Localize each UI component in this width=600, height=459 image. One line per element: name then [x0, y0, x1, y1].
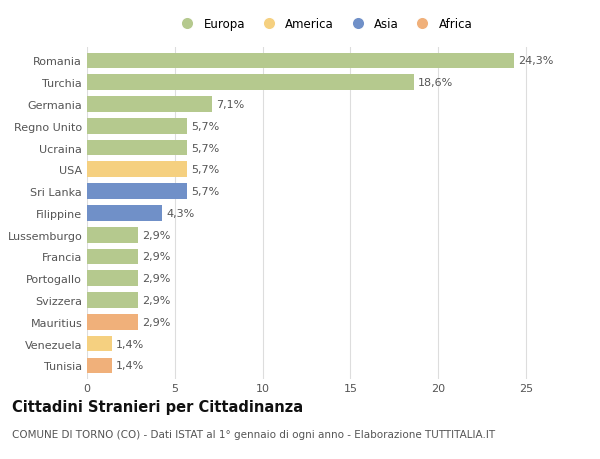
Text: 1,4%: 1,4% [116, 361, 144, 370]
Bar [87, 118, 187, 134]
Text: 2,9%: 2,9% [142, 296, 170, 305]
Bar [87, 249, 138, 265]
Text: 2,9%: 2,9% [142, 230, 170, 240]
Text: 18,6%: 18,6% [418, 78, 453, 88]
Bar [87, 75, 413, 91]
Text: 2,9%: 2,9% [142, 252, 170, 262]
Bar [87, 184, 187, 200]
Text: 2,9%: 2,9% [142, 317, 170, 327]
Bar [87, 140, 187, 156]
Text: Cittadini Stranieri per Cittadinanza: Cittadini Stranieri per Cittadinanza [12, 399, 303, 414]
Text: 24,3%: 24,3% [518, 56, 553, 66]
Bar [87, 314, 138, 330]
Bar [87, 53, 514, 69]
Text: 1,4%: 1,4% [116, 339, 144, 349]
Bar [87, 292, 138, 308]
Text: COMUNE DI TORNO (CO) - Dati ISTAT al 1° gennaio di ogni anno - Elaborazione TUTT: COMUNE DI TORNO (CO) - Dati ISTAT al 1° … [12, 429, 495, 439]
Text: 5,7%: 5,7% [191, 143, 220, 153]
Bar [87, 358, 112, 374]
Text: 5,7%: 5,7% [191, 165, 220, 175]
Text: 2,9%: 2,9% [142, 274, 170, 284]
Text: 7,1%: 7,1% [216, 100, 244, 110]
Bar [87, 162, 187, 178]
Text: 4,3%: 4,3% [167, 208, 195, 218]
Bar [87, 336, 112, 352]
Legend: Europa, America, Asia, Africa: Europa, America, Asia, Africa [170, 13, 478, 36]
Text: 5,7%: 5,7% [191, 122, 220, 131]
Bar [87, 271, 138, 286]
Bar [87, 97, 212, 112]
Text: 5,7%: 5,7% [191, 187, 220, 197]
Bar [87, 227, 138, 243]
Bar [87, 206, 163, 221]
